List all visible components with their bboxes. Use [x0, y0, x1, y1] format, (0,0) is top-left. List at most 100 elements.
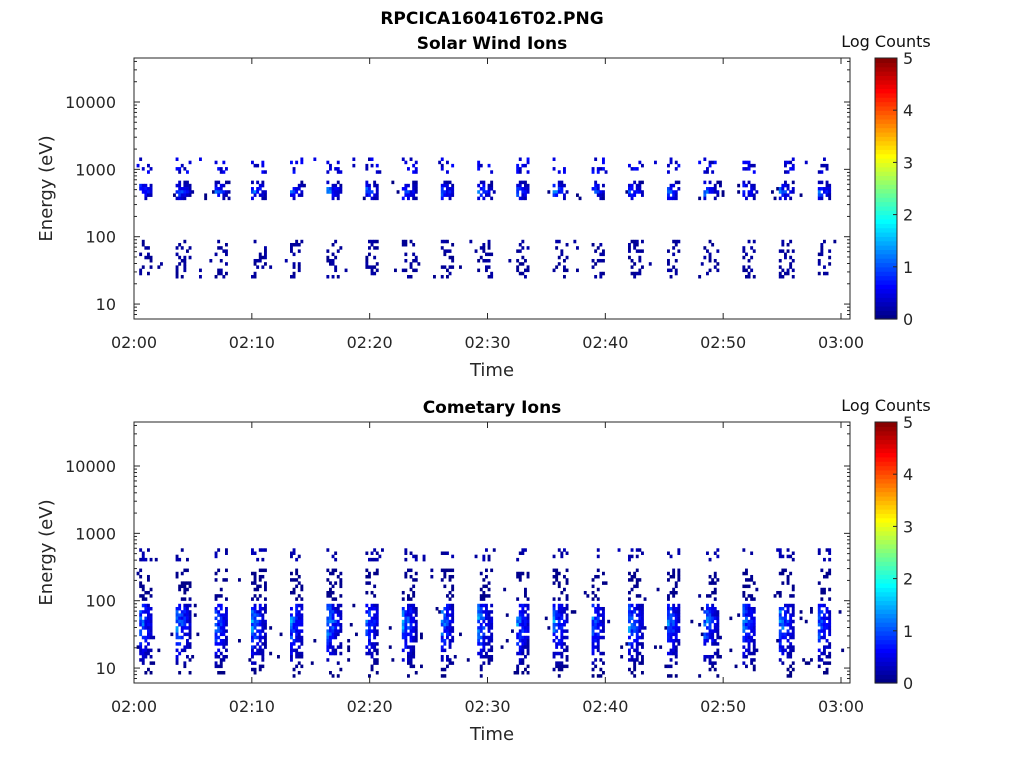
heatmap-cell — [144, 183, 148, 188]
heatmap-cell — [654, 645, 657, 649]
heatmap-cell — [300, 597, 304, 601]
heatmap-cell — [414, 180, 418, 185]
heatmap-cell — [482, 246, 486, 250]
colorbar-segment — [875, 556, 897, 562]
heatmap-cell — [591, 242, 595, 247]
heatmap-cell — [817, 190, 821, 194]
heatmap-cell — [412, 645, 416, 649]
heatmap-cell — [290, 578, 293, 582]
heatmap-cell — [404, 183, 408, 188]
heatmap-cell — [602, 190, 605, 194]
heatmap-cell — [638, 613, 642, 617]
colorbar-segment — [875, 622, 897, 628]
heatmap-cell — [635, 638, 639, 643]
heatmap-cell — [440, 578, 444, 582]
heatmap-cell — [365, 619, 369, 624]
heatmap-cell — [487, 190, 491, 194]
heatmap-cell — [789, 594, 793, 598]
heatmap-cell — [264, 632, 267, 637]
heatmap-cell — [347, 648, 351, 653]
heatmap-cell — [253, 551, 257, 555]
heatmap-cell — [745, 252, 748, 257]
heatmap-cell — [752, 170, 756, 174]
heatmap-cell — [565, 268, 569, 273]
heatmap-cell — [331, 258, 335, 263]
heatmap-cell — [339, 603, 343, 608]
heatmap-cell — [828, 193, 832, 197]
heatmap-cell — [443, 190, 447, 194]
heatmap-cell — [599, 629, 603, 633]
heatmap-cell — [674, 638, 678, 643]
heatmap-cell — [820, 616, 824, 621]
heatmap-cell — [144, 635, 148, 640]
heatmap-cell — [253, 578, 257, 582]
heatmap-cell — [297, 638, 301, 643]
colorbar-segment — [875, 175, 897, 181]
heatmap-cell — [186, 654, 189, 659]
heatmap-cell — [817, 619, 821, 624]
heatmap-cell — [742, 548, 746, 552]
heatmap-cell — [474, 554, 478, 559]
heatmap-cell — [225, 271, 228, 276]
heatmap-cell — [482, 557, 486, 562]
heatmap-cell — [716, 268, 720, 273]
heatmap-cell — [635, 642, 639, 646]
heatmap-cell — [516, 651, 520, 656]
heatmap-cell — [440, 157, 444, 161]
heatmap-cell — [596, 258, 600, 263]
heatmap-cell — [292, 622, 296, 627]
heatmap-cell — [711, 638, 715, 643]
heatmap-cell — [217, 610, 221, 614]
heatmap-cell — [677, 163, 681, 168]
heatmap-cell — [370, 239, 374, 244]
heatmap-cell — [596, 606, 600, 611]
heatmap-cell — [292, 190, 296, 194]
heatmap-cell — [713, 190, 717, 194]
heatmap-cell — [334, 551, 338, 555]
heatmap-cell — [334, 557, 338, 562]
heatmap-cell — [599, 613, 603, 617]
heatmap-cell — [407, 568, 410, 573]
heatmap-cell — [188, 629, 192, 633]
heatmap-cell — [204, 196, 208, 201]
heatmap-cell — [295, 648, 299, 653]
heatmap-cell — [217, 271, 221, 276]
heatmap-cell — [448, 597, 452, 601]
heatmap-cell — [791, 619, 795, 624]
heatmap-cell — [524, 163, 527, 168]
heatmap-cell — [516, 619, 520, 624]
heatmap-cell — [295, 568, 299, 573]
heatmap-cell — [526, 246, 530, 250]
heatmap-cell — [778, 265, 782, 269]
heatmap-cell — [706, 190, 709, 194]
heatmap-cell — [147, 187, 150, 191]
heatmap-cell — [339, 651, 343, 656]
heatmap-cell — [290, 632, 293, 637]
heatmap-cell — [152, 635, 156, 640]
heatmap-cell — [526, 265, 530, 269]
heatmap-cell — [178, 622, 182, 627]
heatmap-cell — [482, 632, 486, 637]
heatmap-cell — [563, 606, 566, 611]
heatmap-cell — [776, 187, 780, 191]
heatmap-cell — [719, 635, 722, 640]
heatmap-cell — [555, 642, 559, 646]
heatmap-cell — [448, 642, 452, 646]
heatmap-cell — [594, 645, 598, 649]
heatmap-cell — [703, 642, 707, 646]
heatmap-cell — [799, 610, 803, 614]
heatmap-cell — [373, 629, 377, 633]
heatmap-cell — [175, 635, 179, 640]
heatmap-cell — [596, 638, 600, 643]
heatmap-cell — [433, 274, 436, 279]
heatmap-cell — [638, 651, 642, 656]
heatmap-cell — [565, 255, 569, 260]
heatmap-cell — [526, 603, 530, 608]
heatmap-cell — [297, 554, 301, 559]
heatmap-cell — [778, 571, 782, 576]
heatmap-cell — [628, 613, 631, 617]
heatmap-cell — [524, 629, 527, 633]
heatmap-cell — [401, 157, 405, 161]
heatmap-cell — [786, 654, 790, 659]
heatmap-cell — [708, 606, 712, 611]
